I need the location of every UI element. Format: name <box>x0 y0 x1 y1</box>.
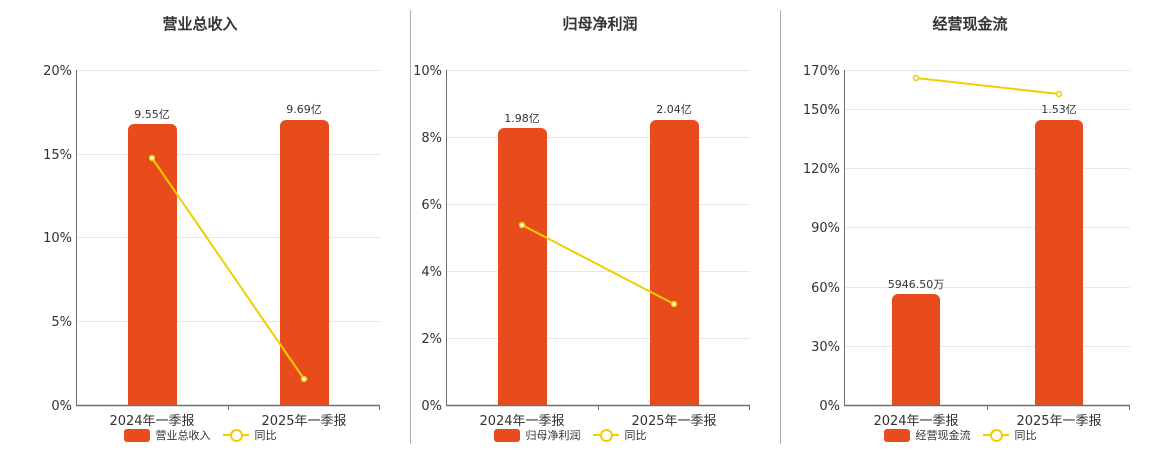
chart-legend: 营业总收入 同比 <box>0 427 400 443</box>
y-tick: 0% <box>51 399 72 414</box>
legend-line-swatch[interactable] <box>982 428 1009 442</box>
y-tick: 8% <box>421 131 442 146</box>
legend-bar-swatch[interactable] <box>883 428 910 442</box>
y-tick: 0% <box>421 399 442 414</box>
y-tick: 150% <box>803 103 840 118</box>
x-label: 2024年一季报 <box>873 414 958 429</box>
x-label: 2025年一季报 <box>261 414 346 429</box>
line-point[interactable] <box>518 221 526 229</box>
legend-line-swatch[interactable] <box>592 428 619 442</box>
x-label: 2025年一季报 <box>1016 414 1101 429</box>
panel-divider <box>410 10 411 444</box>
bar-label: 1.53亿 <box>1041 103 1077 116</box>
line-point[interactable] <box>670 300 678 308</box>
x-label: 2024年一季报 <box>479 414 564 429</box>
bar[interactable] <box>892 294 940 405</box>
y-tick: 20% <box>43 64 72 79</box>
legend-bar-label[interactable]: 经营现金流 <box>915 429 971 442</box>
y-tick: 6% <box>421 198 442 213</box>
chart-panel-operating-cash-flow: 经营现金流 170% 150% 120% 90% 60% 30% 0% 5946… <box>770 0 1160 450</box>
legend-bar-swatch[interactable] <box>493 428 520 442</box>
legend-line-label[interactable]: 同比 <box>1014 429 1037 442</box>
x-label: 2024年一季报 <box>109 414 194 429</box>
y-tick: 4% <box>421 265 442 280</box>
panel-divider <box>780 10 781 444</box>
bar-label: 1.98亿 <box>504 112 540 125</box>
line-point[interactable] <box>148 154 156 162</box>
chart-legend: 经营现金流 同比 <box>770 427 1150 443</box>
y-tick: 120% <box>803 162 840 177</box>
bar[interactable] <box>650 120 699 405</box>
legend-line-label[interactable]: 同比 <box>624 429 647 442</box>
chart-title: 归母净利润 <box>562 15 638 33</box>
chart-title: 经营现金流 <box>932 15 1008 33</box>
bar[interactable] <box>498 128 547 405</box>
chart-plot: 170% 150% 120% 90% 60% 30% 0% 5946.50万 1… <box>803 64 1130 429</box>
x-label: 2025年一季报 <box>631 414 716 429</box>
chart-plot: 20% 15% 10% 5% 0% 9.55亿 9.69亿 2024年一季报 2… <box>43 64 380 429</box>
y-tick: 2% <box>421 332 442 347</box>
legend-line-label[interactable]: 同比 <box>254 429 277 442</box>
chart-title: 营业总收入 <box>162 15 238 33</box>
bar-label: 2.04亿 <box>656 103 692 116</box>
line-point[interactable] <box>1055 90 1063 98</box>
chart-panel-revenue: 营业总收入 20% 15% 10% 5% 0% 9.55亿 9.69亿 2024… <box>0 0 400 450</box>
legend-line-swatch[interactable] <box>222 428 249 442</box>
bar-label: 9.55亿 <box>134 108 170 121</box>
chart-plot: 10% 8% 6% 4% 2% 0% 1.98亿 2.04亿 2024年一季报 … <box>413 64 750 429</box>
chart-legend: 归母净利润 同比 <box>370 427 770 443</box>
legend-bar-swatch[interactable] <box>123 428 150 442</box>
y-tick: 5% <box>51 315 72 330</box>
y-tick: 10% <box>43 231 72 246</box>
bar[interactable] <box>1035 120 1083 405</box>
bar-label: 5946.50万 <box>888 278 945 291</box>
bar[interactable] <box>280 120 329 405</box>
y-tick: 10% <box>413 64 442 79</box>
legend-bar-label[interactable]: 营业总收入 <box>155 429 211 442</box>
y-tick: 0% <box>819 399 840 414</box>
y-tick: 170% <box>803 64 840 79</box>
line-point[interactable] <box>300 375 308 383</box>
bar[interactable] <box>128 124 177 405</box>
y-tick: 90% <box>811 221 840 236</box>
y-tick: 60% <box>811 281 840 296</box>
y-tick: 30% <box>811 340 840 355</box>
bar-label: 9.69亿 <box>286 103 322 116</box>
line-point[interactable] <box>912 74 920 82</box>
legend-bar-label[interactable]: 归母净利润 <box>525 429 581 442</box>
y-tick: 15% <box>43 148 72 163</box>
chart-panel-net-profit: 归母净利润 10% 8% 6% 4% 2% 0% 1.98亿 2.04亿 <box>370 0 770 450</box>
